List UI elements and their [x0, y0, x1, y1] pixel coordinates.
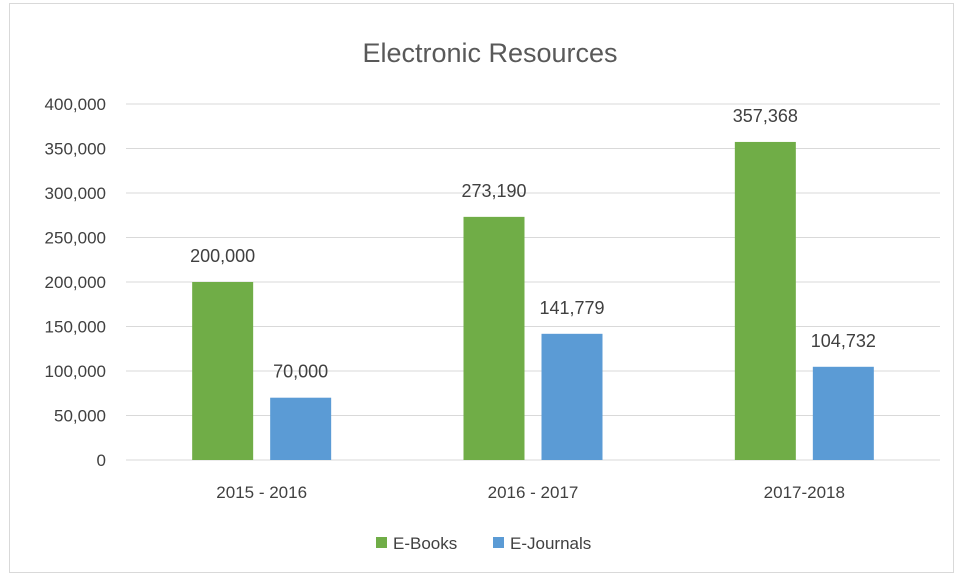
y-tick-label: 0 — [97, 451, 106, 470]
x-tick-label: 2015 - 2016 — [216, 483, 307, 502]
legend-swatch — [493, 537, 504, 548]
legend-label: E-Books — [393, 534, 457, 553]
bar-e-books — [734, 141, 796, 460]
y-tick-label: 50,000 — [54, 407, 106, 426]
bar-e-journals — [541, 333, 603, 460]
bar-e-books — [192, 282, 254, 460]
data-label: 70,000 — [273, 362, 328, 382]
y-tick-label: 300,000 — [45, 184, 106, 203]
legend-label: E-Journals — [510, 534, 591, 553]
bar-e-books — [463, 216, 525, 460]
data-label: 141,779 — [539, 298, 604, 318]
data-labels: 200,000 70,000 273,190 141,779 357,368 104,73… — [190, 106, 876, 382]
x-tick-label: 2016 - 2017 — [488, 483, 579, 502]
data-label: 200,000 — [190, 246, 255, 266]
x-tick-label: 2017-2018 — [764, 483, 845, 502]
y-tick-label: 400,000 — [45, 95, 106, 114]
y-tick-label: 100,000 — [45, 362, 106, 381]
legend-item: E-Journals — [493, 534, 591, 553]
data-label: 104,732 — [811, 331, 876, 351]
x-axis-ticks: 2015 - 2016 2016 - 2017 2017-2018 — [216, 483, 845, 502]
legend-item: E-Books — [376, 534, 457, 553]
y-tick-label: 200,000 — [45, 273, 106, 292]
y-axis-ticks: 0 50,000 100,000 150,000 200,000 250,000 300,0… — [45, 95, 106, 470]
bar-e-journals — [270, 397, 332, 460]
y-tick-label: 250,000 — [45, 229, 106, 248]
gridlines — [126, 103, 940, 461]
y-tick-label: 150,000 — [45, 318, 106, 337]
chart-title: Electronic Resources — [362, 38, 617, 68]
legend: E-Books E-Journals — [376, 534, 591, 553]
bars — [192, 141, 874, 460]
legend-swatch — [376, 537, 387, 548]
data-label: 273,190 — [461, 181, 526, 201]
y-tick-label: 350,000 — [45, 140, 106, 159]
data-label: 357,368 — [733, 106, 798, 126]
bar-e-journals — [812, 366, 874, 460]
